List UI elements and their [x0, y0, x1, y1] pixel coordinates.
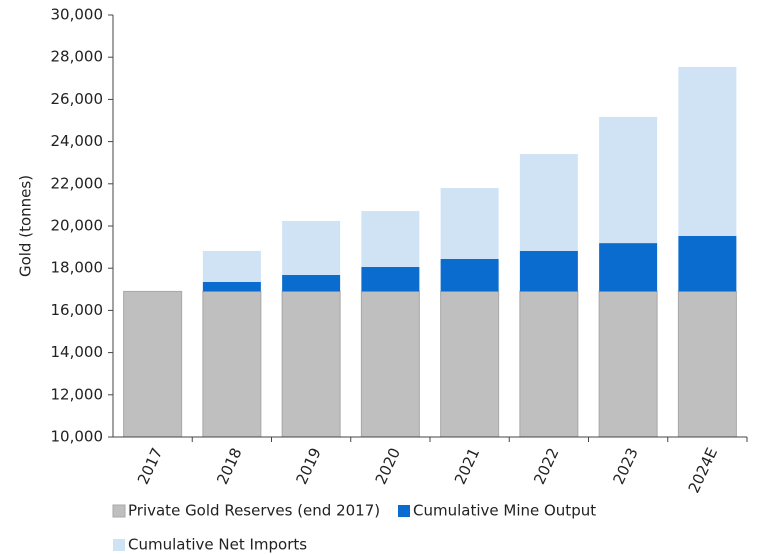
y-tick-label: 20,000: [51, 217, 104, 235]
bar-segment: [282, 220, 341, 275]
legend-marker: [398, 505, 410, 517]
y-tick-label: 12,000: [51, 385, 104, 403]
bar-segment: [282, 274, 341, 292]
y-axis-label: Gold (tonnes): [17, 175, 35, 277]
bar-segment: [361, 266, 420, 292]
bar-segment: [360, 290, 420, 438]
bar-segment: [361, 211, 420, 267]
y-tick-label: 16,000: [51, 301, 104, 319]
y-tick-label: 10,000: [51, 428, 104, 446]
bar-segment: [678, 235, 737, 292]
x-tick-label: 2024E: [685, 445, 721, 496]
y-tick-label: 18,000: [51, 259, 104, 277]
bar-segment: [123, 290, 183, 438]
bar-segment: [678, 66, 737, 236]
x-tick-label: 2023: [609, 445, 641, 487]
bar-segment: [598, 290, 658, 438]
x-tick-label: 2022: [530, 445, 562, 487]
bar-segment: [677, 290, 737, 438]
legend-marker: [112, 504, 126, 518]
y-tick-label: 28,000: [51, 48, 104, 66]
bar-segment: [519, 250, 578, 292]
x-tick-label: 2020: [372, 445, 404, 487]
legend-label: Cumulative Net Imports: [128, 536, 307, 554]
legend-label: Private Gold Reserves (end 2017): [128, 502, 380, 520]
x-tick-label: 2019: [292, 445, 324, 487]
bar-segment: [519, 154, 578, 251]
bar-segment: [202, 281, 261, 292]
legend-marker: [113, 539, 125, 551]
x-tick-label: 2021: [451, 445, 483, 487]
legend-label: Cumulative Mine Output: [413, 502, 596, 520]
bar-segment: [202, 250, 261, 282]
y-tick-label: 24,000: [51, 132, 104, 150]
y-tick-label: 14,000: [51, 343, 104, 361]
bar-segment: [440, 258, 499, 292]
bar-segment: [440, 188, 499, 259]
bar-segment: [519, 290, 579, 438]
bar-segment: [599, 116, 658, 244]
x-tick-label: 2017: [134, 445, 166, 487]
bar-segment: [440, 290, 500, 438]
bar-segment: [599, 243, 658, 292]
y-tick-label: 22,000: [51, 174, 104, 192]
y-tick-label: 30,000: [51, 6, 104, 24]
y-tick-label: 26,000: [51, 90, 104, 108]
x-tick-label: 2018: [213, 445, 245, 487]
bar-segment: [281, 290, 341, 438]
bar-segment: [202, 290, 262, 438]
